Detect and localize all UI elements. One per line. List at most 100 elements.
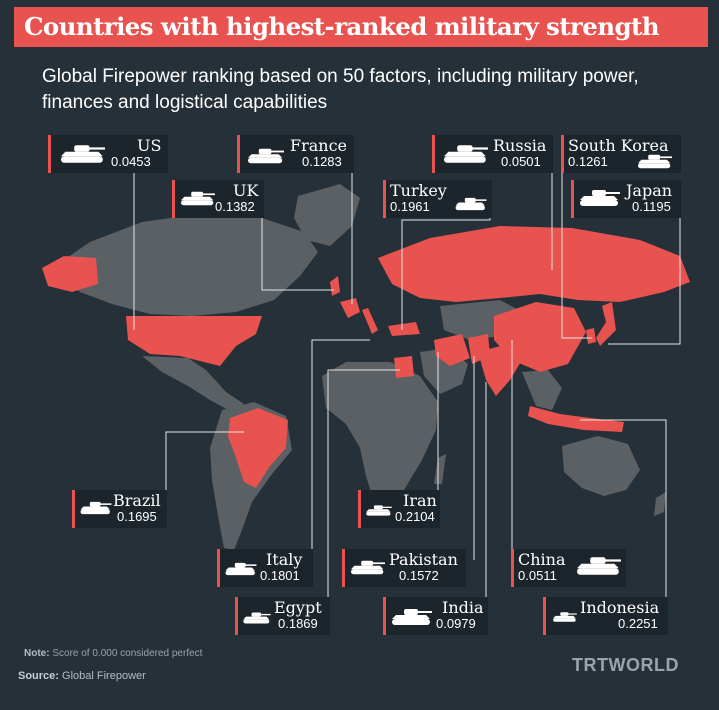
country-france [340, 298, 360, 318]
leader-brazil [165, 431, 244, 500]
country-score: 0.2251 [618, 616, 658, 631]
leader-uk [261, 212, 334, 291]
country-name: Russia [493, 136, 547, 155]
country-score: 0.2104 [395, 509, 435, 524]
country-name: Italy [266, 550, 303, 569]
label-iran: Iran 0.2104 [358, 490, 440, 528]
country-score: 0.1283 [302, 154, 342, 169]
label-south-korea: South Korea 0.1261 [561, 135, 681, 173]
country-name: Brazil [113, 491, 161, 510]
label-france: France 0.1283 [237, 135, 354, 173]
country-russia [378, 226, 690, 302]
country-iran [434, 334, 470, 366]
label-uk: UK 0.1382 [172, 180, 264, 218]
country-name: Egypt [274, 598, 322, 617]
tank-icon [79, 500, 113, 516]
subtitle: Global Firepower ranking based on 50 fac… [42, 66, 639, 113]
country-score: 0.1801 [260, 568, 300, 583]
country-name: US [137, 136, 162, 155]
tank-icon [365, 504, 393, 517]
country-us [126, 316, 262, 366]
land-madagascar [434, 454, 446, 484]
note-text: Score of 0.000 considered perfect [52, 648, 203, 659]
country-japan [596, 302, 616, 346]
country-name: Turkey [390, 181, 447, 200]
country-indonesia [528, 406, 624, 432]
label-brazil: Brazil 0.1695 [72, 490, 167, 528]
country-name: China [518, 550, 566, 569]
ranked-countries [42, 226, 690, 488]
country-name: France [290, 136, 348, 155]
country-score: 0.1572 [399, 568, 439, 583]
country-name: India [442, 598, 484, 617]
land-greenland [294, 184, 360, 246]
title-banner: Countries with highest-ranked military s… [14, 7, 708, 47]
land-africa [322, 362, 438, 506]
leader-egypt [327, 369, 400, 598]
label-russia: Russia 0.0501 [432, 135, 553, 173]
page-title: Countries with highest-ranked military s… [24, 12, 660, 41]
leader-south-korea [561, 162, 592, 339]
country-score: 0.1261 [568, 154, 608, 169]
country-score: 0.0501 [501, 154, 541, 169]
tank-icon [349, 559, 387, 576]
country-score: 0.0511 [518, 568, 557, 583]
country-us-alaska [42, 256, 98, 292]
country-uk [330, 276, 340, 296]
leader-indonesia [580, 419, 667, 598]
leader-lines [133, 162, 681, 598]
label-india: India 0.0979 [383, 597, 488, 635]
tank-icon [179, 190, 217, 207]
footnote: Note: Score of 0.000 considered perfect [24, 648, 202, 659]
tank-icon [454, 196, 488, 212]
tank-icon [390, 607, 434, 627]
country-score: 0.1195 [632, 199, 671, 214]
land-southeast-asia [522, 370, 562, 410]
tank-icon [441, 143, 491, 165]
land-nz [654, 492, 666, 516]
country-score: 0.1695 [117, 509, 157, 524]
country-china [494, 302, 586, 372]
trtworld-logo: TRTWORLD [572, 655, 679, 675]
tank-icon [578, 188, 622, 208]
country-name: Japan [626, 181, 673, 200]
land-mexico-central-america [142, 356, 244, 412]
country-score: 0.0453 [111, 154, 151, 169]
tank-icon [242, 611, 272, 625]
country-name: Pakistan [389, 550, 458, 569]
tank-icon [224, 561, 258, 577]
country-italy [362, 308, 378, 334]
tank-icon [636, 153, 674, 170]
country-name: South Korea [568, 136, 669, 155]
country-brazil [228, 408, 288, 488]
source-label: Source: [18, 670, 59, 682]
country-name: Iran [403, 491, 437, 510]
leader-japan [608, 210, 681, 345]
source-line: Source: Global Firepower [18, 670, 146, 682]
country-score: 0.0979 [436, 616, 476, 631]
label-china: China 0.0511 [511, 549, 626, 587]
country-score: 0.1961 [390, 199, 430, 214]
label-us: US 0.0453 [48, 135, 168, 173]
country-score: 0.1869 [278, 616, 318, 631]
note-label: Note: [24, 648, 50, 659]
land-canada-alaska [52, 214, 318, 316]
land-australia [562, 436, 640, 496]
label-pakistan: Pakistan 0.1572 [342, 549, 466, 587]
country-egypt [394, 356, 414, 378]
label-indonesia: Indonesia 0.2251 [543, 597, 668, 635]
country-south-korea [586, 328, 596, 344]
leader-italy [311, 339, 370, 578]
tank-icon [246, 147, 286, 165]
label-italy: Italy 0.1801 [217, 549, 313, 587]
label-japan: Japan 0.1195 [571, 180, 681, 218]
tank-icon [57, 143, 109, 165]
tank-icon [574, 555, 624, 577]
country-turkey [388, 322, 420, 336]
country-name: Indonesia [580, 598, 660, 617]
source-text: Global Firepower [62, 670, 146, 682]
country-score: 0.1382 [215, 199, 255, 214]
tank-icon [552, 611, 578, 623]
